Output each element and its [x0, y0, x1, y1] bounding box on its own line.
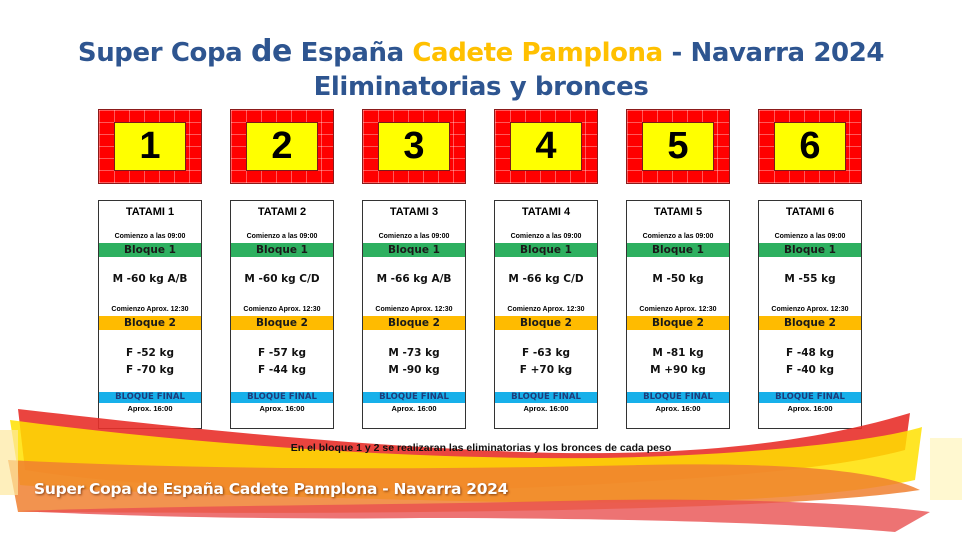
mat-center: 6: [774, 122, 846, 171]
bloque1-start-time: Comienzo a las 09:00: [246, 233, 318, 240]
tatami-number: 5: [667, 125, 689, 167]
ribbon-decoration: [0, 409, 962, 532]
bloque1-header: Bloque 1: [99, 243, 201, 257]
bloque2-category: F -48 kg: [786, 347, 834, 359]
bloque1-header: Bloque 1: [759, 243, 861, 257]
bloque1-category: M -66 kg C/D: [508, 273, 584, 285]
bloque2-start-time: Comienzo Aprox. 12:30: [243, 306, 321, 313]
bloque2-start-time: Comienzo Aprox. 12:30: [639, 306, 717, 313]
bloque2-category: F -63 kg: [522, 347, 570, 359]
bloque1-header: Bloque 1: [231, 243, 333, 257]
page-title: Super Copa de España Cadete Pamplona - N…: [0, 34, 962, 69]
bloque-final-header: BLOQUE FINAL: [495, 392, 597, 403]
bloque1-header: Bloque 1: [627, 243, 729, 257]
page-subtitle: Eliminatorias y bronces: [313, 72, 649, 102]
bloque2-start-time: Comienzo Aprox. 12:30: [507, 306, 585, 313]
bloque2-category: F -44 kg: [258, 364, 306, 376]
footer-banner-text: Super Copa de España Cadete Pamplona - N…: [34, 480, 509, 498]
bloque-final-header: BLOQUE FINAL: [99, 392, 201, 403]
bloque2-header: Bloque 2: [231, 316, 333, 330]
bloque1-header: Bloque 1: [495, 243, 597, 257]
bloque2-category: F +70 kg: [519, 364, 573, 376]
tatami-card-5: TATAMI 5 Comienzo a las 09:00 Bloque 1 M -5…: [626, 200, 730, 429]
bloque-final-time: Aprox. 16:00: [259, 404, 305, 413]
bloque2-category: M -73 kg: [388, 347, 440, 359]
tatami-name: TATAMI 3: [389, 206, 439, 218]
bloque1-category: M -50 kg: [652, 273, 704, 285]
bloque2-header: Bloque 2: [363, 316, 465, 330]
mat-center: 3: [378, 122, 450, 171]
bloque-final-time: Aprox. 16:00: [655, 404, 701, 413]
tatami-mat-6: 6: [758, 109, 862, 184]
bloque2-header: Bloque 2: [627, 316, 729, 330]
bloque1-start-time: Comienzo a las 09:00: [114, 233, 186, 240]
bloque2-start-time: Comienzo Aprox. 12:30: [111, 306, 189, 313]
tatami-number: 3: [403, 125, 425, 167]
bloque2-category: F -52 kg: [126, 347, 174, 359]
tatami-mat-2: 2: [230, 109, 334, 184]
tatami-number: 4: [535, 125, 557, 167]
bloque1-header: Bloque 1: [363, 243, 465, 257]
bloque2-header: Bloque 2: [495, 316, 597, 330]
info-note: En el bloque 1 y 2 se realizaran las eli…: [290, 442, 672, 454]
bloque-final-time: Aprox. 16:00: [127, 404, 173, 413]
bloque-final-time: Aprox. 16:00: [787, 404, 833, 413]
mat-center: 1: [114, 122, 186, 171]
tatami-mat-1: 1: [98, 109, 202, 184]
tatami-card-6: TATAMI 6 Comienzo a las 09:00 Bloque 1 M -5…: [758, 200, 862, 429]
bloque2-category: M -81 kg: [652, 347, 704, 359]
tatami-number: 1: [139, 125, 161, 167]
bloque2-start-time: Comienzo Aprox. 12:30: [771, 306, 849, 313]
bloque1-start-time: Comienzo a las 09:00: [642, 233, 714, 240]
tatami-card-1: TATAMI 1 Comienzo a las 09:00 Bloque 1 M -6…: [98, 200, 202, 429]
bloque2-header: Bloque 2: [99, 316, 201, 330]
tatami-name: TATAMI 1: [125, 206, 175, 218]
bloque1-start-time: Comienzo a las 09:00: [378, 233, 450, 240]
bloque1-start-time: Comienzo a las 09:00: [510, 233, 582, 240]
tatami-card-4: TATAMI 4 Comienzo a las 09:00 Bloque 1 M -6…: [494, 200, 598, 429]
bloque2-start-time: Comienzo Aprox. 12:30: [375, 306, 453, 313]
bloque1-category: M -60 kg C/D: [244, 273, 320, 285]
bloque1-category: M -60 kg A/B: [112, 273, 188, 285]
title-highlight: Cadete Pamplona: [412, 38, 663, 68]
bloque2-category: F -40 kg: [786, 364, 834, 376]
tatami-name: TATAMI 5: [653, 206, 703, 218]
title-part: - Navarra 2024: [662, 38, 885, 68]
tatami-name: TATAMI 2: [257, 206, 307, 218]
bloque2-header: Bloque 2: [759, 316, 861, 330]
tatami-card-3: TATAMI 3 Comienzo a las 09:00 Bloque 1 M -6…: [362, 200, 466, 429]
tatami-name: TATAMI 6: [785, 206, 835, 218]
tatami-card-2: TATAMI 2 Comienzo a las 09:00 Bloque 1 M -6…: [230, 200, 334, 429]
tatami-number: 6: [799, 125, 821, 167]
bloque-final-time: Aprox. 16:00: [391, 404, 437, 413]
bloque-final-header: BLOQUE FINAL: [759, 392, 861, 403]
bloque-final-header: BLOQUE FINAL: [231, 392, 333, 403]
bloque1-category: M -55 kg: [784, 273, 836, 285]
bloque2-category: M -90 kg: [388, 364, 440, 376]
bloque1-category: M -66 kg A/B: [376, 273, 452, 285]
tatami-name: TATAMI 4: [521, 206, 571, 218]
tatami-mat-3: 3: [362, 109, 466, 184]
bloque2-category: M +90 kg: [650, 364, 706, 376]
title-part: España: [292, 38, 413, 68]
bloque-final-header: BLOQUE FINAL: [363, 392, 465, 403]
tatami-number: 2: [271, 125, 293, 167]
bloque-final-time: Aprox. 16:00: [523, 404, 569, 413]
bloque1-start-time: Comienzo a las 09:00: [774, 233, 846, 240]
bloque2-category: F -70 kg: [126, 364, 174, 376]
tatami-mat-5: 5: [626, 109, 730, 184]
tatami-mat-4: 4: [494, 109, 598, 184]
title-part: de: [250, 34, 293, 69]
mat-center: 2: [246, 122, 318, 171]
mat-center: 4: [510, 122, 582, 171]
bloque2-category: F -57 kg: [258, 347, 306, 359]
bloque-final-header: BLOQUE FINAL: [627, 392, 729, 403]
mat-center: 5: [642, 122, 714, 171]
title-part: Super Copa: [77, 38, 251, 68]
